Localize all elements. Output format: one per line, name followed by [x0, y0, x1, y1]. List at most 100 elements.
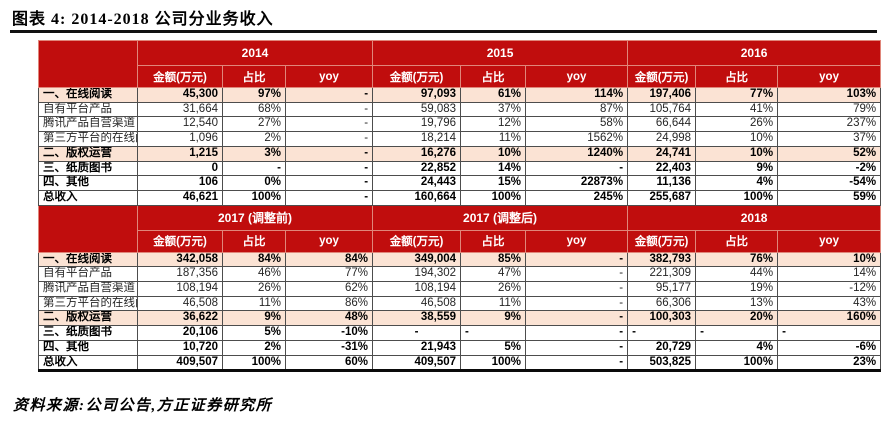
cell: 26% [222, 281, 286, 297]
year-header-row: 2014 2015 2016 [38, 40, 882, 88]
col-header: yoy [284, 229, 374, 253]
cell: 10% [695, 145, 779, 162]
cell: -54% [777, 175, 882, 191]
cell: 503,825 [627, 354, 697, 373]
cell: 22873% [525, 175, 629, 191]
row-label: 腾讯产品自营渠道 [38, 116, 138, 133]
cell: 26% [460, 281, 527, 297]
cell: - [777, 325, 882, 341]
cell: 100% [222, 354, 286, 373]
cell: 108,194 [372, 281, 462, 297]
cell: 194,302 [372, 266, 462, 283]
cell: 59,083 [372, 101, 462, 118]
cell: - [284, 189, 374, 206]
corner-cell [38, 204, 138, 253]
cell: 20,106 [137, 325, 223, 341]
col-header: 金额(万元) [372, 229, 462, 253]
cell: 68% [222, 101, 286, 118]
cell: 20,729 [627, 339, 697, 356]
cell: 2% [222, 131, 286, 147]
year-header: 2017 (调整后) [372, 204, 629, 231]
row-label: 总收入 [38, 189, 138, 206]
row-label: 腾讯产品自营渠道 [38, 281, 138, 297]
col-header: 占比 [222, 65, 286, 88]
cell: 44% [695, 266, 779, 283]
cell: - [525, 266, 629, 283]
cell: 13% [695, 295, 779, 312]
cell: 66,644 [627, 116, 697, 133]
cell: 106 [137, 175, 223, 191]
cell: 100% [695, 189, 779, 206]
cell: - [284, 145, 374, 162]
cell: 58% [525, 116, 629, 133]
cell: 245% [525, 189, 629, 206]
cell: 100% [460, 354, 527, 373]
cell: 2% [222, 339, 286, 356]
cell: - [284, 131, 374, 147]
cell: - [284, 116, 374, 133]
cell: - [525, 160, 629, 177]
row-label: 四、其他 [38, 339, 138, 356]
cell: 77% [284, 266, 374, 283]
year-header: 2014 [136, 40, 374, 66]
table-row: 腾讯产品自营渠道 108,194 26% 62% 108,194 26% -95,177 19… [38, 281, 882, 297]
cell: 197,406 [627, 87, 697, 103]
cell: 38,559 [372, 310, 462, 327]
cell: -12% [777, 281, 882, 297]
cell: 4% [695, 175, 779, 191]
revenue-table-body: 2014 2015 2016 金额(万元) 占比 yoy 金额(万元) 占比 yoy 金额(万元)… [38, 40, 882, 373]
table-row: 腾讯产品自营渠道 12,540 27% -19,796 12% 58% 66,644 26% 2… [38, 116, 882, 133]
table-row: 一、在线阅读 45,300 97% -97,093 61% 114% 197,406 77% 1… [38, 87, 882, 103]
cell: 86% [284, 295, 374, 312]
cell: 10,720 [137, 339, 223, 356]
cell: -31% [284, 339, 374, 356]
row-label: 第三方平台的在线阅读 [38, 295, 138, 312]
cell: - [525, 339, 629, 356]
cell: 114% [525, 87, 629, 103]
cell: 187,356 [137, 266, 223, 283]
year-header-row: 2017 (调整前) 2017 (调整后) 2018 [38, 204, 882, 253]
col-header: 金额(万元) [372, 65, 462, 88]
table-row: 总收入 409,507 100% 60% 409,507 100% -503,825 100%… [38, 354, 882, 373]
cell: 85% [460, 251, 527, 268]
cell: 18,214 [372, 131, 462, 147]
cell: 46,508 [137, 295, 223, 312]
cell: 59% [777, 189, 882, 206]
cell: 160,664 [372, 189, 462, 206]
cell: - [372, 325, 462, 341]
row-label: 四、其他 [38, 175, 138, 191]
year-header: 2017 (调整前) [136, 204, 374, 231]
cell: 60% [284, 354, 374, 373]
cell: 37% [777, 131, 882, 147]
cell: 105,764 [627, 101, 697, 118]
cell: 12% [460, 116, 527, 133]
title-divider [10, 30, 877, 33]
cell: 10% [460, 145, 527, 162]
col-header: yoy [777, 229, 882, 253]
row-label: 一、在线阅读 [38, 87, 138, 103]
col-header: 占比 [222, 229, 286, 253]
figure-title: 图表 4: 2014-2018 公司分业务收入 [12, 11, 274, 28]
year-header: 2018 [627, 204, 882, 231]
cell: 9% [222, 310, 286, 327]
cell: 24,443 [372, 175, 462, 191]
cell: 84% [284, 251, 374, 268]
row-label: 三、纸质图书 [38, 325, 138, 341]
cell: 409,507 [372, 354, 462, 373]
cell: 221,309 [627, 266, 697, 283]
cell: - [525, 251, 629, 268]
cell: - [695, 325, 779, 341]
table-row: 四、其他 106 0% -24,443 15% 22873% 11,136 4% -54% [38, 175, 882, 191]
cell: 76% [695, 251, 779, 268]
cell: 1,215 [137, 145, 223, 162]
cell: 19% [695, 281, 779, 297]
cell: 23% [777, 354, 882, 373]
cell: 77% [695, 87, 779, 103]
sub-header-row: 金额(万元) 占比 yoy 金额(万元) 占比 yoy 金额(万元) 占比 yoy [39, 65, 882, 88]
table-row: 总收入 46,621 100% -160,664 100% 245% 255,687 100%… [38, 189, 882, 206]
table-row: 二、版权运营 36,622 9% 48% 38,559 9% -100,303 20% 160% [38, 310, 882, 327]
cell: - [222, 160, 286, 177]
cell: 108,194 [137, 281, 223, 297]
cell: 342,058 [137, 251, 223, 268]
cell: 87% [525, 101, 629, 118]
